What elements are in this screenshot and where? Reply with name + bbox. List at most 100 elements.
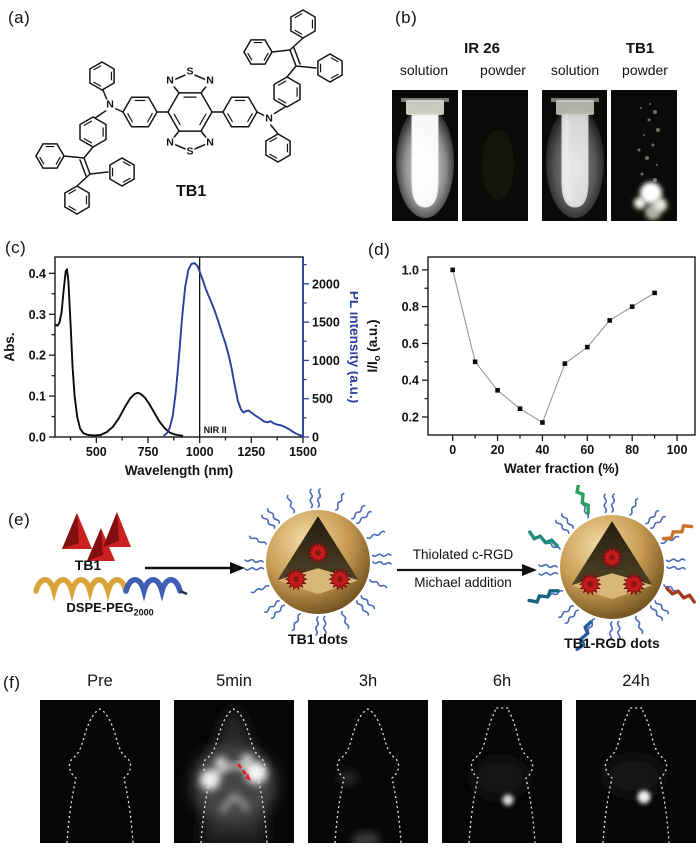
svg-text:2000: 2000: [312, 277, 340, 291]
series-line: [452, 269, 655, 424]
mouse-outline: [66, 708, 134, 843]
svg-text:0.3: 0.3: [29, 308, 46, 322]
mouse-image-24h: [576, 700, 696, 843]
mouse-outline: [468, 707, 536, 843]
atom-label: N: [205, 136, 215, 149]
tb1-structure-drawing: [35, 9, 343, 215]
svg-text:0.4: 0.4: [29, 267, 46, 281]
panel-e-scheme: (e) TB1 DSPE-PEG2000 Thiolated c-RGD Mic…: [0, 482, 700, 675]
svg-text:750: 750: [138, 445, 159, 459]
photo-tb1-solution: [542, 90, 607, 221]
svg-text:Wavelength (nm): Wavelength (nm): [125, 463, 233, 478]
svg-text:100: 100: [667, 443, 688, 457]
svg-text:Abs.: Abs.: [2, 332, 17, 361]
tb1-molecules-label: TB1: [74, 557, 102, 573]
svg-text:NIR II: NIR II: [204, 425, 227, 435]
svg-text:I/Io (a.u.): I/Io (a.u.): [365, 319, 383, 372]
panel-b-photos: (b) IR 26 TB1 solution powder solution p…: [390, 0, 700, 235]
svg-text:20: 20: [491, 443, 505, 457]
tb1-rgd-dots-label: TB1-RGD dots: [564, 635, 660, 651]
svg-text:1.0: 1.0: [402, 263, 419, 277]
group-title-tb1: TB1: [625, 40, 655, 57]
mouse-image-5min: [174, 700, 294, 843]
atom-label: N: [205, 74, 215, 87]
svg-text:60: 60: [580, 443, 594, 457]
svg-text:0: 0: [312, 431, 319, 445]
data-point-marker: [629, 304, 635, 309]
atom-label: N: [264, 112, 274, 125]
panel-e-label: (e): [8, 510, 31, 529]
svg-text:40: 40: [535, 443, 549, 457]
data-point-marker: [652, 290, 657, 296]
data-point-marker: [517, 406, 523, 412]
mouse-outline: [334, 708, 402, 843]
svg-text:1500: 1500: [289, 445, 317, 459]
mouse-image-3h: [308, 700, 428, 843]
svg-text:1250: 1250: [237, 445, 265, 459]
nanoparticle-scheme-drawing: [33, 482, 696, 651]
data-point-marker: [495, 388, 500, 393]
col-label: solution: [550, 62, 600, 78]
svg-text:0.6: 0.6: [402, 337, 419, 351]
group-title-ir26: IR 26: [464, 40, 500, 57]
molecule-caption: TB1: [176, 183, 207, 200]
panel-a-molecule: (a) N S N N S N N N TB1: [0, 0, 390, 235]
svg-text:0.8: 0.8: [402, 300, 419, 314]
svg-text:0.2: 0.2: [402, 410, 419, 424]
mouse-image-pre: [40, 700, 160, 843]
data-point-marker: [607, 318, 613, 323]
svg-text:0.4: 0.4: [402, 374, 419, 388]
water-fraction-chart: 0 20 40 60 80 100 0.2 0.4 0.6 0.8 1.0 Water fractio…: [365, 256, 696, 476]
mouse-outline: [200, 708, 268, 843]
col-label: powder: [480, 62, 526, 78]
svg-text:500: 500: [312, 392, 333, 406]
atom-label: N: [105, 98, 115, 111]
panel-b-label: (b): [395, 8, 418, 27]
red-arrowhead-icon: [245, 773, 251, 781]
photo-ir26-solution: [392, 90, 458, 221]
series-pl_emission: [162, 262, 304, 438]
svg-text:1000: 1000: [312, 354, 340, 368]
dspe-peg-label: DSPE-PEG2000: [66, 600, 154, 618]
atom-label: S: [185, 145, 195, 158]
atom-label: S: [185, 65, 195, 78]
reaction-reagent-label: Thiolated c-RGD: [412, 547, 514, 562]
red-arrow-icon: [236, 763, 250, 778]
svg-text:500: 500: [86, 445, 107, 459]
data-point-marker: [585, 344, 590, 350]
absorption-pl-chart: 500 750 1000 1250 1500 0.0 0.1 0.2 0.3 0.4 0 500 100…: [2, 256, 362, 478]
panel-c-spectra-chart: (c) 500 750 1000 1250 1500 0.0 0.1 0.2 0.3 0.4 0 50…: [0, 235, 362, 485]
panel-c-label: (c): [5, 238, 27, 257]
svg-text:0.1: 0.1: [29, 390, 46, 404]
svg-text:1000: 1000: [186, 445, 214, 459]
col-label: solution: [399, 62, 449, 78]
svg-text:0.2: 0.2: [29, 349, 46, 363]
mouse-outline: [602, 707, 670, 843]
photo-tb1-powder: [611, 90, 677, 221]
svg-text:0.0: 0.0: [29, 431, 46, 445]
timepoint-label-3h: 3h: [358, 672, 378, 690]
panel-f-label: (f): [3, 673, 21, 692]
panel-f-imaging: (f) Pre 5min 3h 6h 24h: [0, 668, 700, 849]
data-point-marker: [450, 267, 455, 273]
data-point-marker: [562, 361, 568, 366]
svg-text:80: 80: [625, 443, 639, 457]
atom-label: N: [165, 136, 175, 149]
timepoint-label-5min: 5min: [216, 672, 252, 690]
timepoint-label-24h: 24h: [622, 672, 650, 690]
photo-ir26-powder: [462, 90, 528, 221]
data-point-marker: [540, 420, 545, 425]
reaction-type-label: Michael addition: [414, 575, 512, 590]
svg-text:Water fraction (%): Water fraction (%): [504, 461, 619, 476]
panel-d-label: (d): [368, 240, 391, 259]
panel-a-label: (a): [8, 8, 31, 27]
timepoint-label-6h: 6h: [492, 672, 512, 690]
col-label: powder: [622, 62, 668, 78]
data-point-marker: [472, 359, 478, 365]
svg-text:0: 0: [449, 443, 456, 457]
atom-label: N: [165, 74, 175, 87]
tb1-dots-label: TB1 dots: [288, 631, 348, 647]
series-absorption: [54, 268, 184, 437]
timepoint-label-pre: Pre: [87, 672, 113, 690]
svg-text:1500: 1500: [312, 316, 340, 330]
